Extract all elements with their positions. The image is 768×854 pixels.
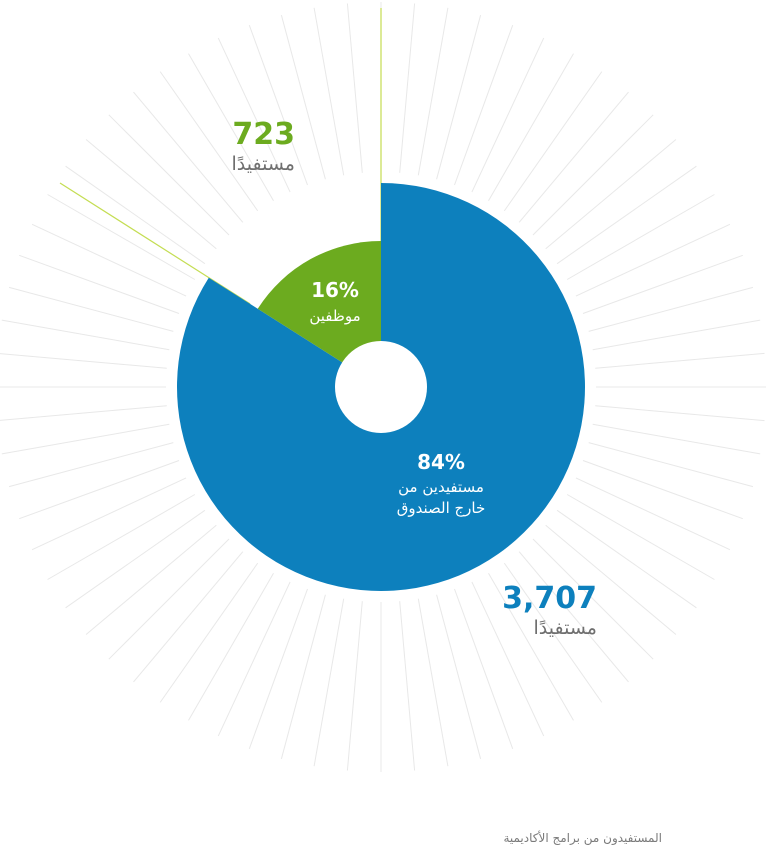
sunburst-ray bbox=[19, 254, 180, 314]
sunburst-ray bbox=[545, 139, 677, 250]
sunburst-ray bbox=[503, 71, 603, 212]
sunburst-ray bbox=[488, 53, 574, 202]
sunburst-ray bbox=[248, 25, 308, 186]
sunburst-ray bbox=[399, 3, 416, 173]
leader-line-left bbox=[59, 182, 251, 305]
sunburst-ray bbox=[313, 598, 345, 767]
sunburst-ray bbox=[346, 3, 363, 173]
sunburst-ray bbox=[399, 601, 416, 771]
sunburst-ray bbox=[47, 494, 196, 580]
sunburst-ray bbox=[346, 601, 363, 771]
sunburst-ray bbox=[566, 494, 715, 580]
sunburst-ray bbox=[280, 14, 326, 180]
callout-staff: 723 مستفيدًا bbox=[200, 118, 295, 176]
sunburst-ray bbox=[159, 71, 259, 212]
sunburst-ray bbox=[19, 460, 180, 520]
sunburst-ray bbox=[595, 352, 765, 369]
sunburst-ray bbox=[188, 53, 274, 202]
sunburst-ray bbox=[8, 286, 174, 332]
callout-outside: 3,707 مستفيدًا bbox=[480, 582, 597, 640]
sunburst-ray bbox=[65, 165, 206, 265]
sunburst-ray bbox=[556, 509, 697, 609]
sunburst-ray bbox=[556, 165, 697, 265]
sunburst-ray bbox=[0, 405, 167, 421]
sunburst-ray bbox=[471, 37, 545, 193]
sunburst-ray bbox=[582, 460, 743, 520]
sunburst-ray bbox=[592, 319, 761, 351]
sunburst-ray bbox=[65, 509, 206, 609]
sunburst-ray bbox=[159, 562, 259, 703]
slice-label-staff: موظفين bbox=[309, 307, 360, 325]
sunburst-ray bbox=[188, 572, 274, 721]
sunburst-ray bbox=[575, 223, 731, 297]
sunburst-ray bbox=[566, 194, 715, 280]
sunburst-ray bbox=[488, 572, 574, 721]
sunburst-ray bbox=[313, 7, 345, 176]
sunburst-ray bbox=[108, 538, 230, 660]
sunburst-ray bbox=[31, 223, 187, 297]
sunburst-ray bbox=[31, 477, 187, 551]
slice-percent-outside: 84% bbox=[417, 450, 465, 474]
sunburst-ray bbox=[1, 319, 170, 351]
chart-footnote: المستفيدون من برامج الأكاديمية bbox=[503, 831, 662, 845]
sunburst-ray bbox=[108, 114, 230, 236]
sunburst-ray bbox=[471, 581, 545, 737]
callout-staff-count: 723 bbox=[232, 117, 295, 152]
sunburst-ray bbox=[217, 581, 291, 737]
sunburst-ray bbox=[417, 598, 449, 767]
slice-staff bbox=[257, 241, 381, 387]
sunburst-ray bbox=[436, 594, 482, 760]
sunburst-ray bbox=[595, 405, 765, 422]
sunburst-ray bbox=[133, 91, 244, 223]
slice-labels: 84% مستفيدين من خارج الصندوق 16% موظفين bbox=[309, 278, 485, 518]
sunburst-ray bbox=[503, 562, 603, 703]
sunburst-ray bbox=[575, 477, 731, 551]
sunburst-ray bbox=[436, 14, 482, 180]
sunburst-ray bbox=[454, 588, 514, 749]
sunburst-ray bbox=[47, 194, 196, 280]
sunburst-ray bbox=[518, 551, 629, 683]
sunburst-ray bbox=[85, 139, 217, 250]
sunburst-ray bbox=[588, 442, 754, 488]
callout-outside-count: 3,707 bbox=[502, 581, 597, 616]
sunburst-ray bbox=[454, 25, 514, 186]
sunburst-ray bbox=[0, 353, 167, 369]
sunburst-ray bbox=[133, 551, 244, 683]
sunburst-ray bbox=[545, 524, 677, 635]
sunburst-ray bbox=[532, 114, 654, 236]
sunburst-ray bbox=[532, 538, 654, 660]
slice-label-outside-line2: خارج الصندوق bbox=[397, 499, 486, 518]
callout-staff-unit: مستفيدًا bbox=[231, 153, 295, 175]
sunburst-ray bbox=[8, 442, 174, 488]
sunburst-ray bbox=[248, 588, 308, 749]
sunburst-ray bbox=[588, 286, 754, 332]
sunburst-ray bbox=[85, 524, 217, 635]
sunburst-ray bbox=[518, 91, 629, 223]
slice-label-outside-line1: مستفيدين من bbox=[398, 478, 484, 496]
sunburst-ray bbox=[1, 423, 170, 455]
sunburst-ray bbox=[582, 254, 743, 314]
sunburst-ray bbox=[217, 37, 291, 193]
slice-percent-staff: 16% bbox=[311, 278, 359, 302]
sunburst-ray bbox=[592, 423, 761, 455]
sunburst-rays bbox=[0, 2, 766, 772]
callout-outside-unit: مستفيدًا bbox=[533, 617, 597, 639]
sunburst-ray bbox=[417, 7, 449, 176]
sunburst-ray bbox=[280, 594, 326, 760]
donut-hole bbox=[335, 341, 427, 433]
